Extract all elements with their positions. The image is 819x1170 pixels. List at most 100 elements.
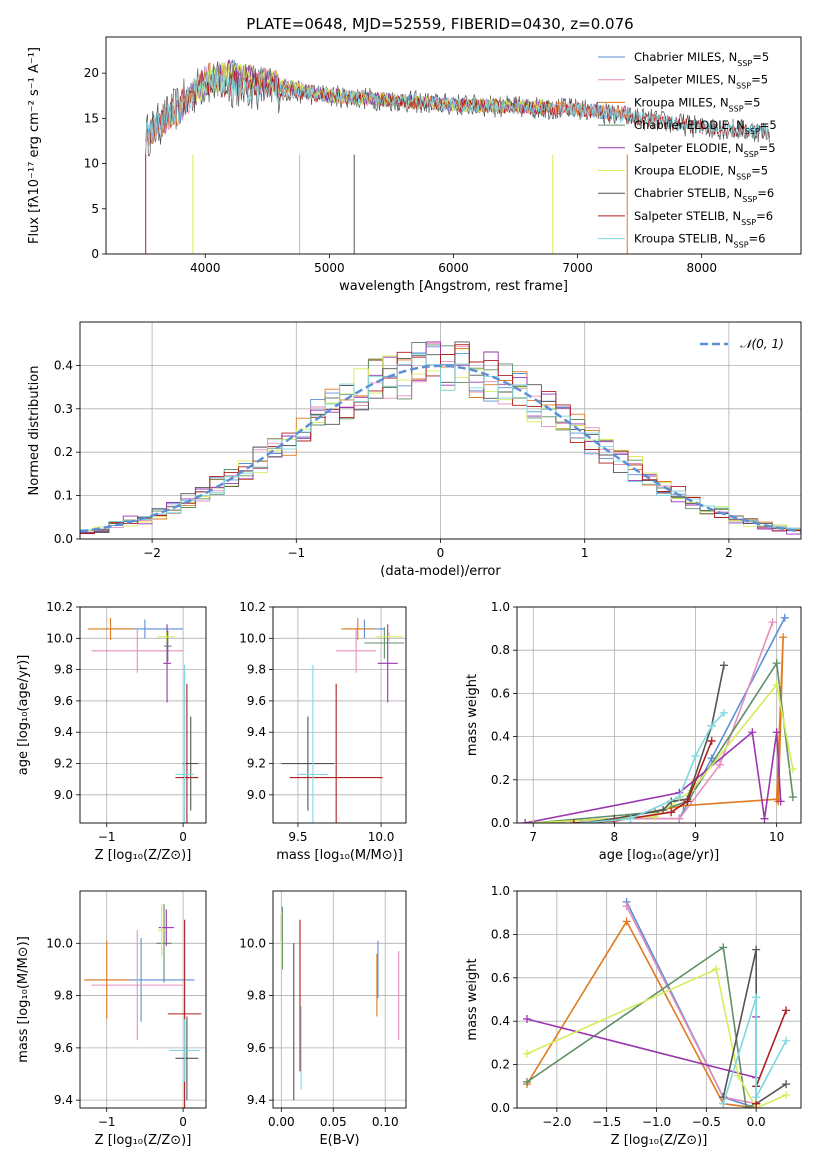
y-tick-label: 9.4 [247, 725, 266, 739]
spectrum-line [192, 59, 553, 115]
weight-marker [782, 1036, 791, 1045]
plot-area-age_vs_mass [281, 617, 405, 823]
axes-frame [105, 36, 802, 255]
x-tick-label: 8000 [686, 261, 717, 275]
y-tick-label: 9.0 [54, 788, 73, 802]
weight-line [573, 740, 713, 823]
y-tick-label: 10.0 [46, 631, 73, 645]
weight-marker [776, 797, 785, 806]
y-tick-label: 0.6 [491, 971, 510, 985]
y-tick-label: 10 [84, 157, 99, 171]
plot-area-age_vs_Z [87, 617, 199, 823]
weight-marker [522, 1077, 531, 1086]
x-axis-label: (data-model)/error [380, 564, 501, 579]
weight-line [526, 946, 757, 1108]
x-axis-label: Z [log₁₀(Z/Z⊙)] [95, 848, 192, 863]
weight-marker [719, 708, 728, 717]
y-tick-label: 0.8 [491, 643, 510, 657]
weight-marker [522, 1015, 531, 1024]
weight-marker [772, 659, 781, 668]
y-tick-label: 9.4 [247, 1093, 266, 1107]
weight-line [526, 1016, 758, 1079]
errorbar-point [281, 716, 335, 811]
errorbar-point [169, 1019, 200, 1082]
errorbar-point [91, 628, 184, 673]
histogram-steps [80, 353, 801, 531]
x-tick-label: 9.5 [288, 830, 307, 844]
x-tick-label: −1 [287, 546, 305, 560]
spectrum-legend: Chabrier MILES, NSSP=5 Salpeter MILES, NS… [598, 50, 777, 249]
weight-marker [760, 814, 769, 823]
weight-marker [577, 819, 586, 823]
weight-marker [734, 1071, 743, 1080]
x-axis-label: wavelength [Angstrom, rest frame] [339, 279, 568, 294]
y-tick-label: 0.3 [54, 402, 73, 416]
y-tick-label: 0.4 [54, 358, 73, 372]
y-tick-label: 10.2 [46, 600, 73, 614]
x-tick-label: 9 [692, 830, 700, 844]
errorbar-point [158, 909, 174, 946]
y-tick-label: 9.6 [247, 694, 266, 708]
errorbar-point [175, 1016, 199, 1101]
errorbar-point [364, 627, 405, 659]
errorbar-point [297, 664, 328, 823]
weight-line [625, 905, 757, 1105]
weight-marker [626, 814, 635, 823]
y-axis-label: mass weight [465, 958, 480, 1040]
plot-area-residuals [80, 341, 801, 535]
y-tick-label: 9.6 [247, 1041, 266, 1055]
x-axis-label: Z [log₁₀(Z/Z⊙)] [95, 1133, 192, 1148]
y-axis-label: Flux [fλ10⁻¹⁷ erg cm⁻² s⁻¹ A⁻¹] [27, 47, 42, 244]
axes-frame [272, 606, 407, 824]
errorbar-point [163, 624, 171, 703]
axes-frame [272, 890, 407, 1109]
weight-line [581, 712, 725, 823]
y-tick-label: 0.8 [491, 927, 510, 941]
weight-marker [675, 793, 684, 802]
weight-marker [622, 902, 631, 911]
weight-marker [782, 1080, 791, 1089]
y-axis-label: mass [log₁₀(M/M⊙)] [16, 936, 31, 1063]
weight-marker [675, 814, 684, 823]
weight-line [722, 997, 787, 1104]
errorbar-point [183, 716, 199, 811]
x-tick-label: 7 [529, 830, 537, 844]
weight-line [533, 682, 794, 823]
weight-marker [569, 819, 578, 823]
y-tick-label: 0.0 [491, 1101, 510, 1115]
weight-line [533, 621, 774, 823]
y-tick-label: 9.8 [247, 663, 266, 677]
axes-frame [79, 890, 207, 1109]
weight-marker [707, 736, 716, 745]
x-tick-label: 10.0 [368, 830, 395, 844]
errorbar-point [87, 617, 134, 640]
weight-marker [667, 808, 676, 817]
legend-label: Kroupa ELODIE, NSSP=5 [634, 164, 768, 182]
x-tick-label: 10 [769, 830, 784, 844]
x-tick-label: −2 [143, 546, 161, 560]
x-axis-label: mass [log₁₀(M/M⊙)] [276, 848, 403, 863]
axes-weight_vs_age: 7 8 9 10 0.0 0.2 0.4 0.6 0.8 1.0 age [log₁₀(age/yr… [465, 600, 802, 863]
axes-age_vs_mass: 9.5 10.0 9.0 9.2 9.4 9.6 9.8 10.0 10.2 mass [log₁… [239, 600, 407, 863]
errorbar-point [175, 664, 194, 823]
x-tick-label: 0 [179, 830, 187, 844]
weight-marker [719, 943, 728, 952]
y-tick-label: 1.0 [491, 884, 510, 898]
x-tick-label: 0.00 [268, 1115, 295, 1129]
legend-label: Salpeter MILES, NSSP=5 [634, 73, 768, 91]
y-tick-label: 9.8 [54, 989, 73, 1003]
x-tick-label: 0.05 [320, 1115, 347, 1129]
weight-marker [772, 728, 781, 737]
weight-marker [752, 945, 761, 954]
legend-label: Salpeter STELIB, NSSP=6 [634, 209, 773, 227]
x-tick-label: 0 [437, 546, 445, 560]
weight-marker [622, 917, 631, 926]
x-tick-label: −2.0 [542, 1115, 571, 1129]
weight-marker [691, 752, 700, 761]
weight-marker [748, 728, 757, 737]
errorbar-point [156, 904, 172, 983]
y-tick-label: 0.4 [491, 730, 510, 744]
y-tick-label: 0.0 [54, 532, 73, 546]
weight-line [524, 730, 782, 823]
